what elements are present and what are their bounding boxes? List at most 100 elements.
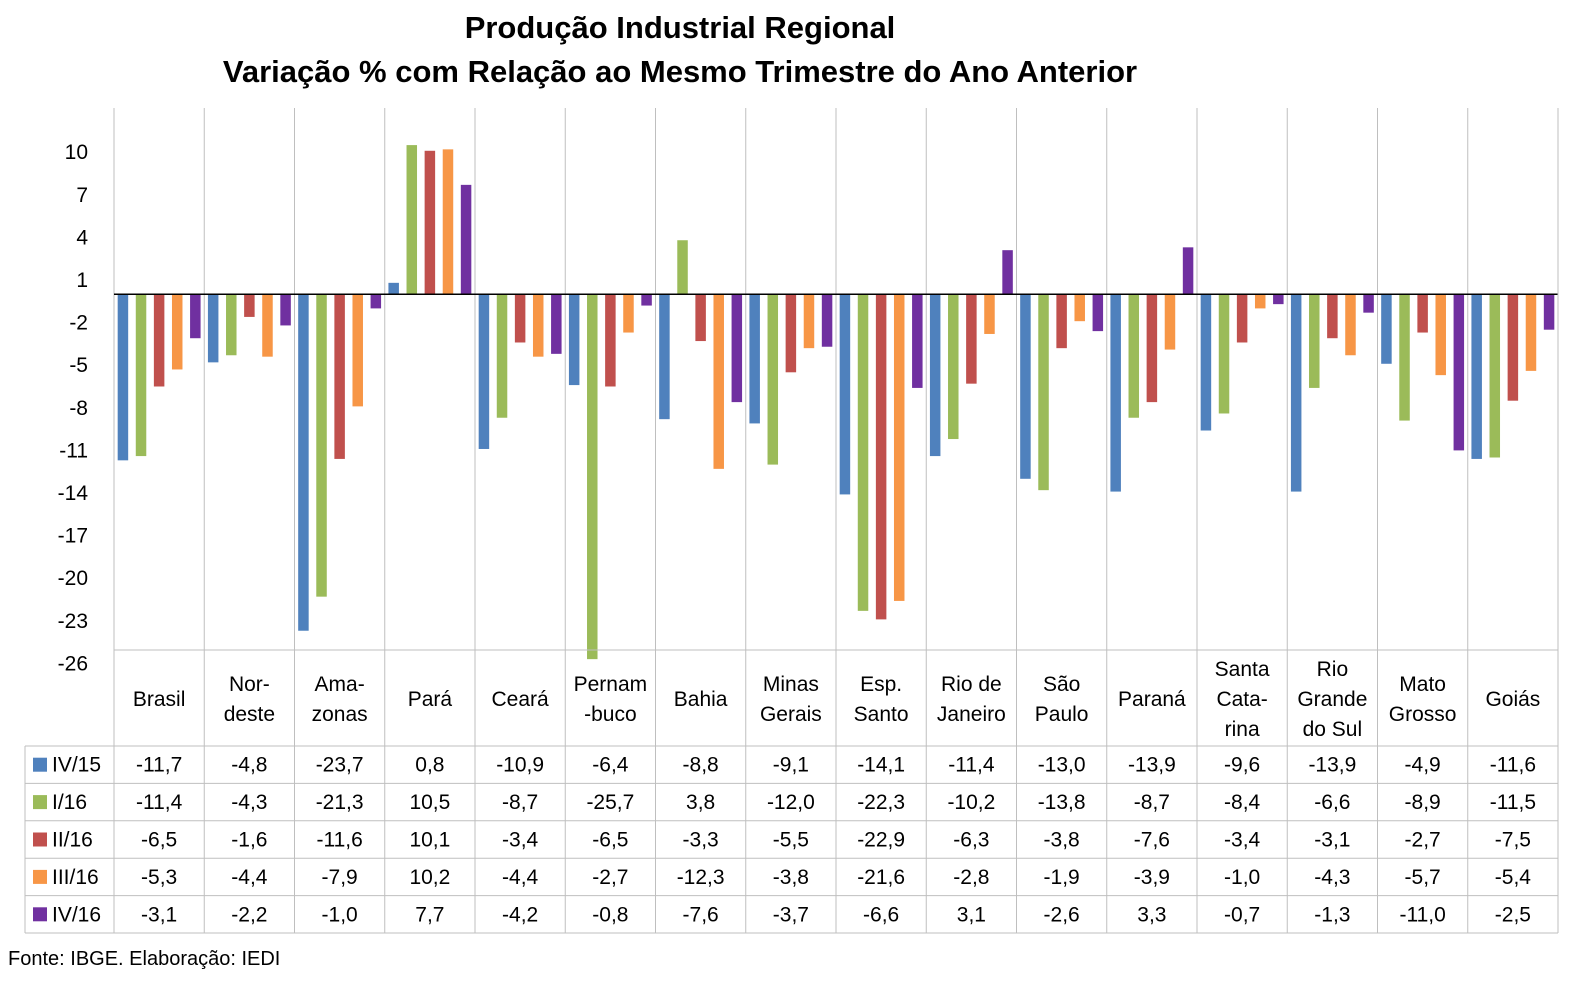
bar bbox=[695, 294, 706, 342]
bar bbox=[749, 294, 760, 424]
bar bbox=[442, 149, 454, 295]
bar bbox=[514, 294, 526, 343]
bar bbox=[370, 294, 382, 309]
legend-swatch bbox=[33, 757, 47, 772]
category-label: Pernam bbox=[574, 673, 648, 696]
category-label: Santo bbox=[854, 703, 909, 726]
legend-label: IV/15 bbox=[52, 754, 101, 777]
data-table-value: -13,0 bbox=[1038, 754, 1086, 777]
bar bbox=[1345, 294, 1356, 356]
source-note: Fonte: IBGE. Elaboração: IEDI bbox=[8, 948, 281, 970]
data-table-value: 10,1 bbox=[409, 829, 450, 852]
data-table-value: -5,3 bbox=[141, 866, 177, 889]
data-table-value: -13,9 bbox=[1308, 754, 1356, 777]
bar bbox=[190, 294, 201, 339]
legend-swatch bbox=[33, 869, 47, 884]
data-table-value: -1,0 bbox=[1224, 866, 1260, 889]
bar bbox=[857, 294, 869, 611]
data-table-value: -7,6 bbox=[683, 903, 719, 926]
bar bbox=[1471, 294, 1482, 459]
bar bbox=[153, 294, 165, 387]
bar bbox=[1417, 294, 1428, 333]
data-table-value: -4,3 bbox=[1314, 866, 1350, 889]
bar bbox=[1128, 294, 1140, 418]
bar bbox=[1290, 294, 1302, 492]
bar bbox=[424, 150, 436, 295]
y-tick-label: -5 bbox=[69, 354, 88, 377]
legend-label: II/16 bbox=[52, 829, 93, 852]
category-label: Paraná bbox=[1118, 688, 1186, 711]
bar bbox=[1038, 294, 1049, 491]
data-table-value: -11,4 bbox=[136, 791, 183, 814]
bar bbox=[388, 282, 399, 295]
legend-label: IV/16 bbox=[52, 903, 101, 926]
bar bbox=[1074, 294, 1085, 322]
data-table-value: -10,9 bbox=[496, 754, 544, 777]
data-table-value: -2,8 bbox=[953, 866, 989, 889]
data-table-value: -3,4 bbox=[502, 829, 539, 852]
bar bbox=[1200, 294, 1212, 431]
bar bbox=[641, 294, 652, 306]
category-label: Janeiro bbox=[937, 703, 1006, 726]
data-table-value: -11,6 bbox=[316, 829, 362, 852]
legend-swatch bbox=[33, 832, 47, 847]
data-table-value: -23,7 bbox=[316, 754, 364, 777]
bar bbox=[280, 294, 291, 326]
data-table-value: -3,9 bbox=[1134, 866, 1170, 889]
category-label: do Sul bbox=[1303, 718, 1363, 741]
bar bbox=[821, 294, 833, 347]
bar bbox=[1363, 294, 1374, 313]
data-table-value: -11,0 bbox=[1399, 903, 1445, 926]
category-label: -buco bbox=[584, 703, 637, 726]
category-label: Paulo bbox=[1035, 703, 1089, 726]
bar bbox=[1182, 247, 1194, 295]
bar bbox=[713, 294, 724, 469]
category-label: Ama- bbox=[315, 673, 365, 696]
data-table-value: 3,8 bbox=[686, 791, 715, 814]
data-table-value: -3,4 bbox=[1224, 829, 1261, 852]
bar bbox=[948, 294, 959, 440]
category-label: Minas bbox=[763, 673, 819, 696]
bar bbox=[1218, 294, 1230, 414]
bar bbox=[839, 294, 851, 495]
category-label: rina bbox=[1225, 718, 1260, 741]
legend-swatch bbox=[33, 795, 47, 810]
bar bbox=[262, 294, 273, 357]
legend-label: III/16 bbox=[52, 866, 99, 889]
data-table-value: -8,7 bbox=[502, 791, 538, 814]
data-table-value: -6,3 bbox=[953, 829, 989, 852]
legend-swatch bbox=[33, 907, 47, 922]
data-table-value: -12,0 bbox=[767, 791, 815, 814]
bar bbox=[1056, 294, 1067, 349]
bar bbox=[334, 294, 345, 459]
bar bbox=[1453, 294, 1465, 451]
bar bbox=[406, 145, 418, 295]
legend-label: I/16 bbox=[52, 791, 87, 814]
data-table-value: -11,4 bbox=[948, 754, 995, 777]
data-table-value: -8,8 bbox=[683, 754, 719, 777]
bar bbox=[893, 294, 905, 601]
bar bbox=[551, 294, 562, 354]
bar bbox=[785, 294, 797, 373]
y-tick-label: -2 bbox=[69, 312, 88, 335]
chart-area: 10 7 4 1 -2 -5 -8 -11 -14 -17 -20 -23 -26 Brasil Nor-d… bbox=[24, 108, 1559, 934]
category-label: Rio de bbox=[941, 673, 1002, 696]
data-table-value: -3,8 bbox=[1044, 829, 1080, 852]
category-label: São bbox=[1043, 673, 1080, 696]
bar bbox=[1236, 294, 1248, 343]
data-table-value: -4,8 bbox=[231, 754, 267, 777]
data-table-value: -0,8 bbox=[592, 903, 628, 926]
category-label: Goiás bbox=[1485, 688, 1540, 711]
bar bbox=[171, 294, 183, 370]
bar bbox=[1146, 294, 1158, 403]
bar bbox=[1309, 294, 1320, 388]
y-tick-label: -8 bbox=[69, 397, 88, 420]
data-table-value: -5,7 bbox=[1405, 866, 1441, 889]
y-tick-label: -20 bbox=[58, 567, 88, 590]
data-table-value: -4,3 bbox=[231, 791, 267, 814]
data-table-value: -3,1 bbox=[1314, 829, 1350, 852]
bar bbox=[244, 294, 255, 317]
data-table-value: -7,6 bbox=[1134, 829, 1170, 852]
data-table-value: 3,3 bbox=[1137, 903, 1166, 926]
y-tick-label: -26 bbox=[58, 652, 88, 675]
